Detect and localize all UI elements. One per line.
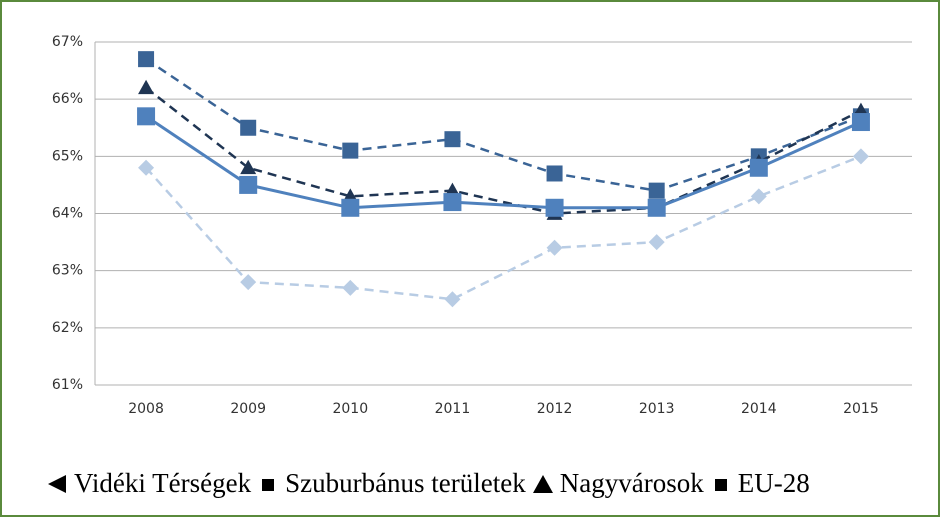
legend-icon [714, 478, 727, 491]
marker [342, 279, 359, 296]
marker [444, 291, 461, 308]
legend-symbol [714, 478, 727, 491]
marker [749, 158, 768, 177]
legend-symbol [48, 474, 66, 493]
marker [138, 159, 155, 176]
x-tick-label: 2013 [639, 401, 675, 417]
legend: Vidéki Térségek Szuburbánus területek Nagy… [46, 468, 810, 499]
marker [444, 131, 461, 148]
marker [138, 79, 155, 95]
marker [852, 148, 869, 165]
marker [341, 198, 360, 217]
marker [647, 198, 666, 217]
marker [137, 107, 156, 126]
y-tick-label: 62% [52, 320, 83, 336]
marker [851, 113, 870, 132]
series-line [145, 58, 862, 192]
marker [648, 234, 665, 251]
marker [240, 159, 257, 175]
legend-icon [48, 474, 66, 493]
chart: 61% 62% 63% 64% 65% 66% 67% 2008 2009 2010 2011 201… [52, 34, 912, 417]
marker [750, 188, 767, 205]
y-tick-label: 61% [52, 377, 83, 393]
marker [240, 274, 257, 291]
y-tick-label: 65% [52, 148, 83, 164]
legend-icon [532, 474, 553, 493]
x-tick-label: 2011 [435, 401, 471, 417]
marker [342, 142, 359, 159]
series-line [145, 155, 862, 301]
x-tick-label: 2010 [332, 401, 368, 417]
marker [240, 119, 257, 136]
series-line [145, 115, 862, 210]
series-line [145, 86, 862, 215]
legend-label: EU-28 [737, 468, 810, 498]
x-tick-label: 2014 [741, 401, 777, 417]
marker [138, 51, 155, 68]
y-tick-label: 64% [52, 206, 83, 222]
x-tick-label: 2012 [537, 401, 573, 417]
marker [546, 239, 563, 256]
marker [239, 175, 258, 194]
y-tick-label: 66% [52, 91, 83, 107]
legend-label: Nagyvárosok [559, 468, 704, 498]
y-tick-label: 67% [52, 34, 83, 50]
legend-symbol [532, 474, 553, 493]
x-tick-label: 2008 [128, 401, 164, 417]
legend-label: Vidéki Térségek [74, 468, 252, 498]
marker [545, 198, 564, 217]
x-tick-label: 2009 [230, 401, 266, 417]
marker [443, 193, 462, 212]
legend-label: Szuburbánus területek [285, 468, 526, 498]
marker [546, 165, 563, 182]
legend-icon [262, 478, 275, 491]
marker [648, 182, 665, 199]
legend-symbol [262, 478, 275, 491]
x-tick-label: 2015 [843, 401, 879, 417]
y-tick-label: 63% [52, 263, 83, 279]
